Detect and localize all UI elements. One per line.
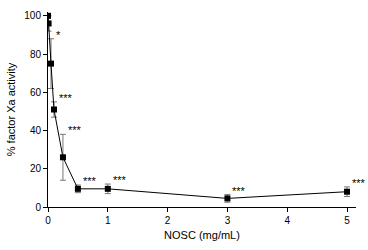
- svg-text:*: *: [56, 29, 61, 41]
- svg-text:***: ***: [68, 124, 82, 136]
- svg-text:80: 80: [30, 49, 42, 60]
- svg-text:100: 100: [24, 10, 41, 21]
- svg-text:5: 5: [344, 215, 350, 226]
- svg-text:0: 0: [35, 202, 41, 213]
- svg-text:3: 3: [225, 215, 231, 226]
- svg-text:20: 20: [30, 163, 42, 174]
- svg-text:***: ***: [59, 92, 73, 104]
- svg-text:0: 0: [45, 215, 51, 226]
- svg-text:60: 60: [30, 87, 42, 98]
- svg-text:4: 4: [284, 215, 290, 226]
- svg-text:1: 1: [105, 215, 111, 226]
- svg-text:***: ***: [232, 185, 246, 197]
- svg-text:NOSC (mg/mL): NOSC (mg/mL): [164, 229, 240, 241]
- svg-text:***: ***: [83, 175, 97, 187]
- svg-text:% factor Xa activity: % factor Xa activity: [5, 62, 17, 156]
- svg-text:40: 40: [30, 125, 42, 136]
- svg-text:***: ***: [352, 177, 366, 189]
- svg-text:***: ***: [113, 174, 127, 186]
- svg-text:2: 2: [165, 215, 171, 226]
